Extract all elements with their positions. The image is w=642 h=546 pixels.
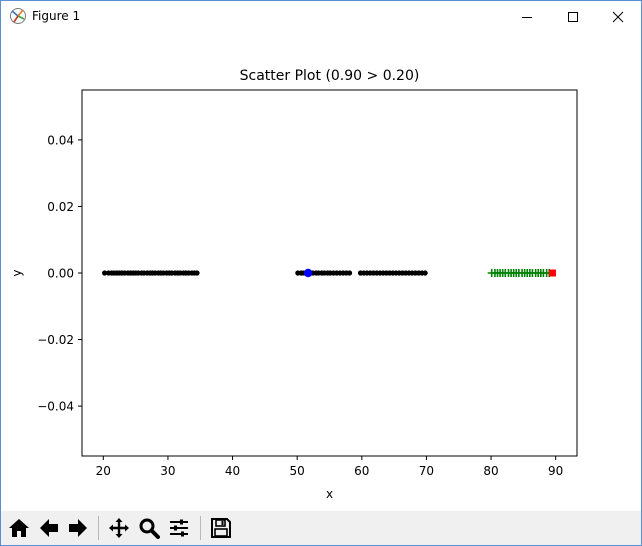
figure-canvas[interactable]: Scatter Plot (0.90 > 0.20) 20 30 40 50 60 70 80… [1, 32, 641, 510]
toolbar-separator [200, 516, 201, 540]
y-tick-label: −0.02 [37, 333, 74, 347]
close-button[interactable] [595, 1, 641, 32]
data-point [422, 270, 428, 276]
configure-subplots-icon [170, 519, 188, 537]
x-tick-label: 70 [419, 464, 434, 478]
zoom-button[interactable] [136, 515, 162, 541]
forward-button[interactable] [65, 515, 91, 541]
pan-button[interactable] [106, 515, 132, 541]
home-button[interactable] [6, 515, 32, 541]
chart-title: Scatter Plot (0.90 > 0.20) [240, 68, 420, 84]
data-point [194, 270, 200, 276]
x-tick-label: 60 [354, 464, 369, 478]
x-tick-label: 90 [548, 464, 563, 478]
minimize-button[interactable] [504, 1, 550, 32]
save-button[interactable] [208, 515, 234, 541]
forward-arrow-icon [69, 519, 87, 537]
navigation-toolbar [1, 511, 641, 545]
y-tick-label: −0.04 [37, 400, 74, 414]
back-button[interactable] [36, 515, 62, 541]
y-tick-label: 0.02 [47, 200, 74, 214]
data-point [548, 269, 556, 277]
scatter-chart: Scatter Plot (0.90 > 0.20) 20 30 40 50 60 70 80… [10, 68, 578, 501]
maximize-button[interactable] [550, 1, 596, 32]
x-tick-label: 80 [483, 464, 498, 478]
zoom-icon [139, 518, 160, 539]
y-axis-label: y [10, 269, 24, 276]
data-point [346, 270, 353, 276]
x-tick-label: 40 [225, 464, 240, 478]
x-axis-label: x [326, 487, 333, 501]
minimize-icon [522, 16, 532, 18]
maximize-icon [568, 11, 578, 22]
back-arrow-icon [40, 519, 58, 537]
pan-icon [109, 518, 129, 538]
home-icon [9, 519, 29, 537]
x-tick-label: 20 [96, 464, 111, 478]
y-tick-label: 0.00 [47, 267, 74, 281]
title-bar[interactable]: Figure 1 [1, 1, 641, 32]
data-point [303, 268, 313, 278]
window-title: Figure 1 [32, 9, 81, 23]
x-tick-label: 50 [290, 464, 305, 478]
y-tick-label: 0.04 [47, 133, 74, 147]
x-tick-label: 30 [160, 464, 175, 478]
close-icon [612, 11, 624, 22]
data-point [102, 270, 108, 276]
toolbar-separator [98, 516, 99, 540]
matplotlib-app-icon [9, 7, 27, 25]
configure-subplots-button[interactable] [166, 515, 192, 541]
save-icon [211, 518, 231, 538]
